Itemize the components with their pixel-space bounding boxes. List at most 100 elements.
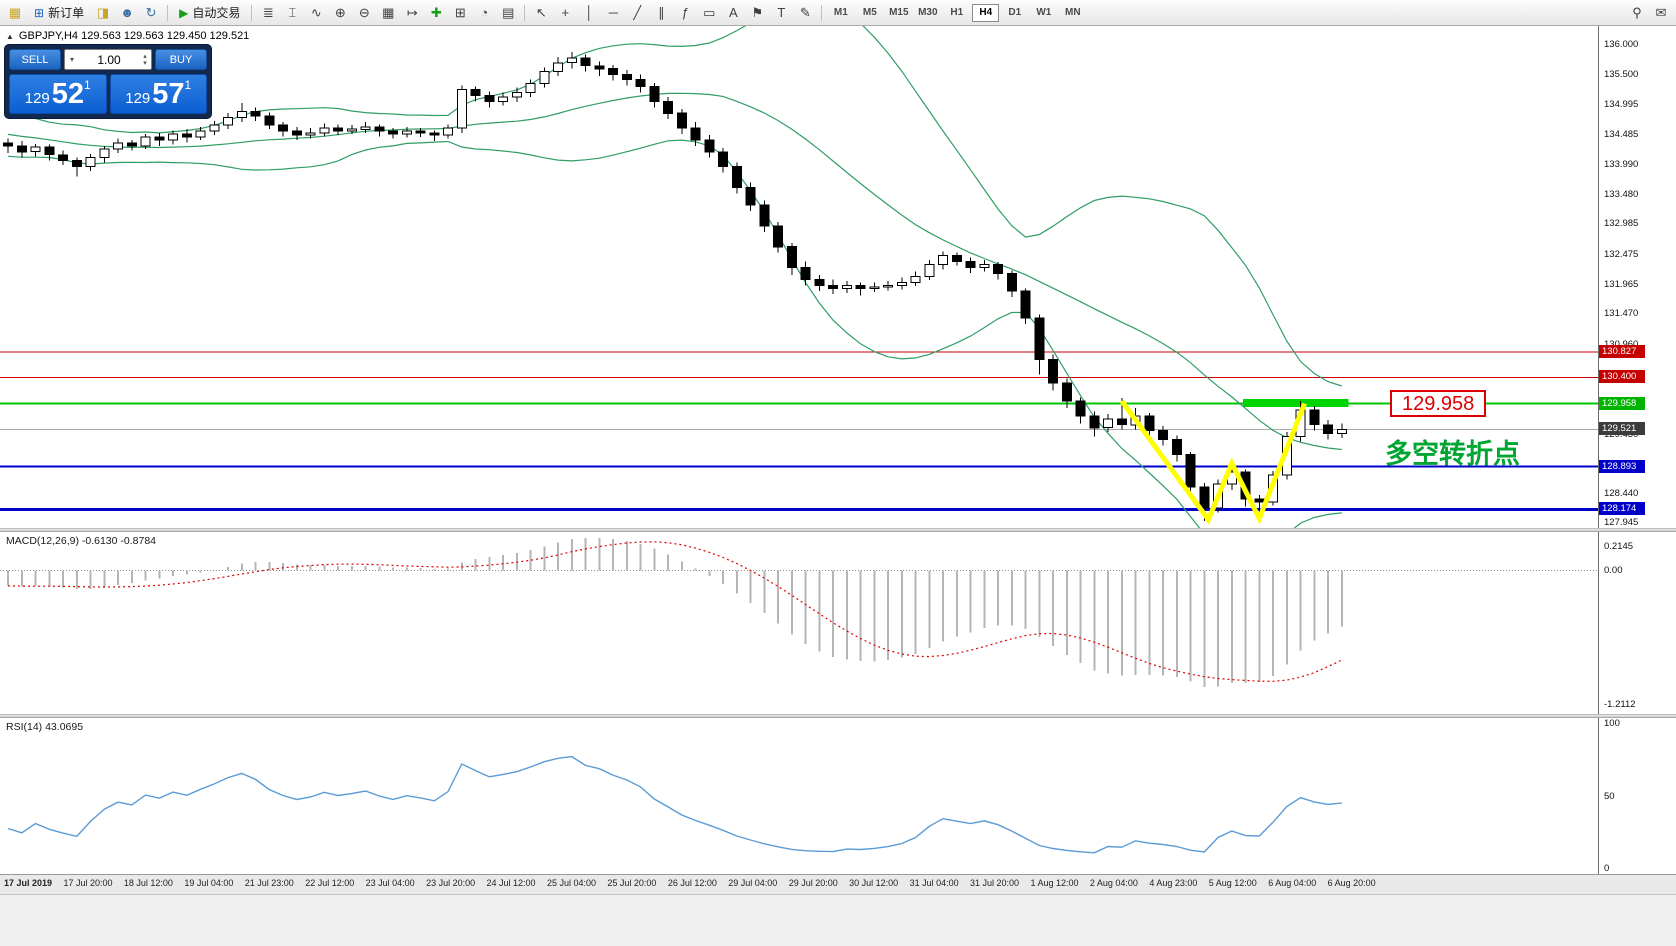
search-icon[interactable]: ⚲ <box>1632 4 1642 20</box>
candle <box>965 261 976 269</box>
volume-control[interactable]: ▾ 1.00 ▴ ▾ <box>64 49 152 70</box>
shapes-icon[interactable]: ▭ <box>703 4 716 20</box>
rsi-canvas[interactable] <box>0 718 1676 874</box>
timeframe-m15[interactable]: M15 <box>889 7 909 18</box>
time-label: 1 Aug 12:00 <box>1030 878 1079 888</box>
price-tick: 131.965 <box>1604 279 1639 290</box>
time-label: 6 Aug 04:00 <box>1268 878 1317 888</box>
charts-grid-icon[interactable]: ◨ <box>96 4 110 20</box>
price-axis[interactable]: 136.000 135.500 134.995 134.485 133.990 133.4… <box>1598 26 1676 528</box>
candle <box>718 151 728 168</box>
panel-separator[interactable] <box>0 528 1676 532</box>
timeframe-m30[interactable]: M30 <box>918 7 938 18</box>
toolbar-separator <box>821 4 823 21</box>
candle <box>580 57 591 67</box>
volume-up-icon[interactable]: ▴ <box>143 52 147 60</box>
candle <box>388 130 398 135</box>
refresh-icon[interactable]: ↻ <box>145 4 157 20</box>
time-label: 4 Aug 23:00 <box>1149 878 1198 888</box>
timeframe-mn[interactable]: MN <box>1065 7 1081 18</box>
time-label: 29 Jul 04:00 <box>728 878 778 888</box>
volume-input[interactable]: 1.00 <box>97 52 121 67</box>
new-order-button[interactable]: ⊞ 新订单 <box>28 3 90 23</box>
candle <box>1020 290 1031 319</box>
candle <box>800 267 811 280</box>
price-tick: 134.485 <box>1604 129 1639 140</box>
zoom-in-icon[interactable]: ⊕ <box>334 4 346 20</box>
text-icon[interactable]: A <box>728 5 738 20</box>
sell-button[interactable]: SELL <box>9 49 61 70</box>
candle <box>319 127 330 134</box>
candle <box>429 132 440 136</box>
sell-price-button[interactable]: 129 52 1 <box>9 74 107 114</box>
timeframe-w1[interactable]: W1 <box>1036 7 1052 18</box>
candlestick-chart-icon[interactable]: ⌶ <box>288 4 297 20</box>
turning-point-note[interactable]: 多空转折点 <box>1385 439 1520 469</box>
panel-separator[interactable] <box>0 714 1676 718</box>
zigzag-w-pattern[interactable] <box>1119 399 1307 525</box>
chart-canvas[interactable] <box>0 26 1676 528</box>
timeframe-m5[interactable]: M5 <box>862 7 877 18</box>
horizontal-line-icon[interactable]: ─ <box>608 5 618 20</box>
trendline-icon[interactable]: ╱ <box>633 4 642 20</box>
macd-panel[interactable]: MACD(12,26,9) -0.6130 -0.8784 0.2145 0.00… <box>0 532 1676 714</box>
resistance-zone-rect[interactable] <box>1242 399 1349 407</box>
time-axis[interactable]: 17 Jul 2019 17 Jul 20:00 18 Jul 12:00 19 Ju… <box>0 874 1676 894</box>
price-tick: 132.985 <box>1604 218 1639 229</box>
channel-icon[interactable]: ∥ <box>658 4 665 20</box>
new-chart-icon[interactable]: ⊞ <box>454 4 466 20</box>
volume-down-icon[interactable]: ▾ <box>143 59 147 67</box>
buy-button[interactable]: BUY <box>155 49 207 70</box>
cursor-icon[interactable]: ↖ <box>535 4 547 20</box>
candle <box>71 160 82 168</box>
template-icon[interactable]: ▤ <box>502 4 515 20</box>
candle <box>841 284 852 289</box>
timeframe-h1[interactable]: H1 <box>950 7 964 18</box>
candle <box>1075 400 1086 417</box>
rsi-panel[interactable]: RSI(14) 43.0695 100 50 0 <box>0 718 1676 874</box>
volume-dropdown-icon[interactable]: ▾ <box>69 55 74 64</box>
time-label: 5 Aug 12:00 <box>1208 878 1257 888</box>
line-chart-icon[interactable]: ∿ <box>310 4 322 20</box>
candle <box>773 225 783 248</box>
crosshair-icon[interactable]: + <box>561 5 570 20</box>
macd-canvas[interactable] <box>0 532 1676 714</box>
candle <box>1185 453 1196 488</box>
timeframe-d1[interactable]: D1 <box>1008 7 1022 18</box>
indicators-icon[interactable]: ✚ <box>430 4 442 20</box>
price-chart-panel[interactable]: ▲ GBPJPY,H4 129.563 129.563 129.450 129.… <box>0 26 1676 528</box>
arrows-icon[interactable]: ⚑ <box>751 4 764 20</box>
time-label: 19 Jul 04:00 <box>184 878 234 888</box>
autotrading-button[interactable]: ▶ 自动交易 <box>173 3 246 23</box>
bar-chart-icon[interactable]: ≣ <box>262 4 274 20</box>
zoom-out-icon[interactable]: ⊖ <box>358 4 370 20</box>
price-callout-box[interactable]: 129.958 <box>1390 390 1487 417</box>
candle <box>910 275 921 283</box>
collapse-trade-panel-button[interactable]: ▲ <box>6 31 14 41</box>
buy-price-button[interactable]: 129 57 1 <box>109 74 207 114</box>
profile-icon[interactable]: ☻ <box>120 5 134 20</box>
rsi-axis[interactable]: 100 50 0 <box>1598 718 1676 874</box>
fibonacci-icon[interactable]: ƒ <box>681 5 689 20</box>
candle <box>525 83 536 93</box>
volume-stepper[interactable]: ▴ ▾ <box>139 53 151 67</box>
text-label-icon[interactable]: T <box>777 5 786 20</box>
timeframe-m1[interactable]: M1 <box>833 7 848 18</box>
vertical-line-icon[interactable]: │ <box>585 5 594 20</box>
candle <box>291 130 302 136</box>
pencil-icon[interactable]: ✎ <box>799 4 811 20</box>
macd-tick: -1.2112 <box>1604 699 1636 710</box>
chat-icon[interactable]: ✉ <box>1655 4 1667 20</box>
time-label: 6 Aug 20:00 <box>1327 878 1376 888</box>
period-icon[interactable]: ◔ <box>480 5 489 20</box>
time-label: 30 Jul 12:00 <box>849 878 899 888</box>
chart-shift-icon[interactable]: ↦ <box>406 4 418 20</box>
chart-header: ▲ GBPJPY,H4 129.563 129.563 129.450 129.… <box>6 30 249 42</box>
time-label: 17 Jul 2019 <box>4 878 53 888</box>
rsi-tick: 50 <box>1604 791 1615 802</box>
toolbar-separator <box>251 4 253 21</box>
tile-windows-icon[interactable]: ▦ <box>382 4 395 20</box>
macd-axis[interactable]: 0.2145 0.00 -1.2112 <box>1598 532 1676 714</box>
timeframe-h4[interactable]: H4 <box>972 3 1000 22</box>
price-badge: 128.174 <box>1599 502 1645 515</box>
